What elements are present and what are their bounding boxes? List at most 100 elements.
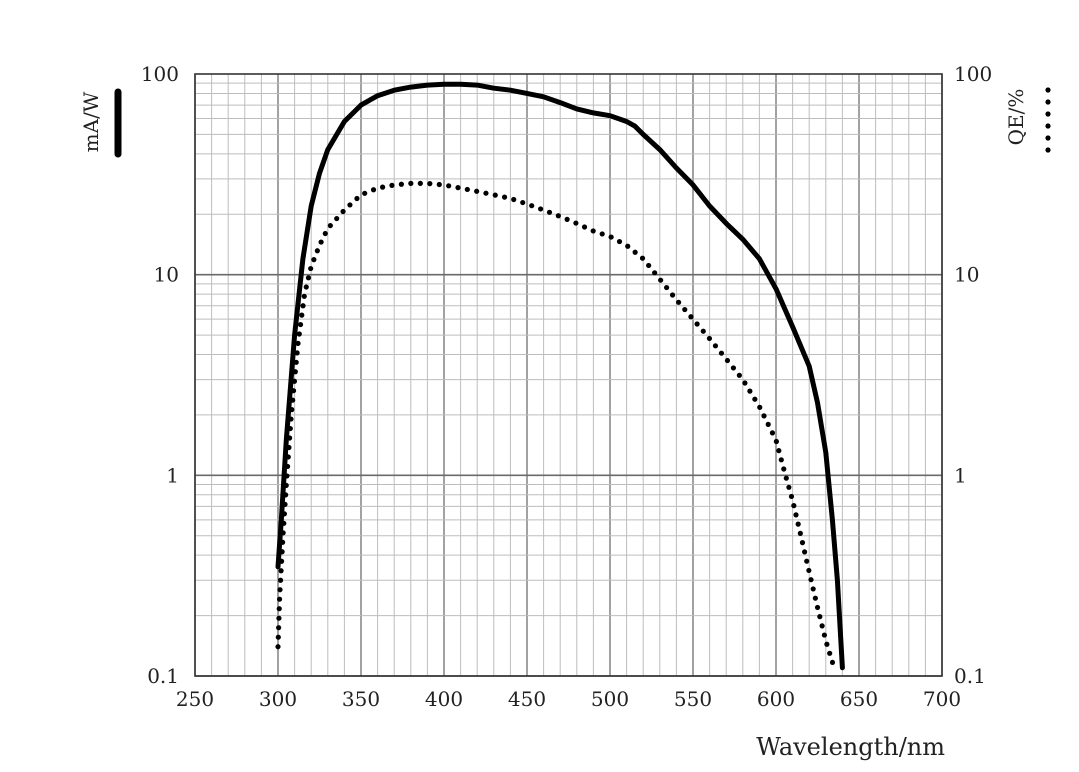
y-axis-left-label: mA/W	[79, 91, 103, 152]
qe-point	[362, 190, 368, 196]
qe-point	[757, 404, 763, 410]
qe-point	[296, 331, 302, 337]
qe-point	[669, 292, 676, 298]
qe-point	[287, 425, 293, 432]
qe-point	[301, 293, 307, 299]
qe-point	[829, 659, 836, 666]
legend-dot	[1045, 135, 1051, 141]
x-tick-label: 250	[176, 687, 214, 711]
qe-point	[761, 413, 767, 419]
qe-point	[652, 270, 658, 276]
qe-point	[788, 493, 795, 500]
qe-point	[555, 213, 561, 219]
y-left-tick-label: 10	[154, 263, 179, 287]
qe-point	[802, 549, 808, 555]
qe-point	[538, 206, 544, 212]
qe-point	[646, 262, 652, 269]
qe-point	[299, 312, 305, 318]
qe-point	[564, 216, 570, 222]
qe-point	[370, 187, 377, 193]
qe-point	[318, 239, 324, 245]
y-left-tick-label: 100	[141, 62, 179, 86]
qe-point	[492, 192, 498, 198]
qe-point	[283, 482, 289, 489]
qe-point	[281, 520, 287, 526]
qe-point	[285, 454, 291, 460]
qe-point	[781, 466, 787, 472]
qe-point	[464, 186, 470, 193]
qe-point	[455, 185, 461, 191]
qe-point	[747, 388, 753, 394]
qe-point	[808, 577, 814, 583]
qe-point	[278, 558, 285, 564]
qe-point	[311, 257, 317, 263]
qe-point	[276, 625, 282, 631]
qe-point	[700, 328, 706, 334]
qe-point	[279, 549, 285, 555]
qe-point	[793, 512, 799, 518]
qe-point	[608, 234, 614, 240]
qe-point	[590, 228, 596, 234]
qe-point	[284, 463, 291, 470]
qe-point	[511, 196, 517, 203]
qe-point	[290, 397, 296, 403]
qe-point	[814, 604, 821, 611]
qe-point	[278, 568, 284, 574]
qe-point	[625, 243, 631, 249]
qe-point	[281, 511, 287, 517]
qe-point	[804, 558, 810, 564]
qe-point	[277, 587, 283, 593]
legend-dot	[1045, 99, 1051, 105]
qe-point	[730, 365, 737, 371]
qe-point	[817, 614, 823, 620]
qe-point	[282, 501, 288, 507]
qe-point	[821, 632, 828, 638]
qe-point	[752, 396, 758, 402]
qe-point	[616, 238, 623, 245]
qe-point	[639, 255, 646, 261]
qe-point	[736, 372, 742, 378]
qe-point	[810, 586, 816, 592]
y-axis-right-label: QE/%	[1004, 89, 1028, 146]
x-tick-label: 550	[674, 687, 712, 711]
y-axis-right-legend-dots	[1045, 87, 1051, 153]
qe-point	[682, 306, 688, 313]
qe-point	[769, 430, 776, 436]
qe-point	[581, 224, 588, 230]
qe-point	[773, 438, 779, 445]
qe-point	[275, 644, 281, 650]
qe-point	[827, 650, 833, 656]
grid	[194, 73, 943, 677]
series-layer	[275, 81, 845, 671]
qe-point	[408, 180, 414, 186]
qe-point	[599, 231, 605, 237]
x-tick-label: 400	[425, 687, 463, 711]
qe-point	[742, 380, 748, 386]
qe-curve	[275, 180, 836, 666]
plot-frame	[194, 73, 943, 677]
x-tick-label: 350	[342, 687, 380, 711]
qe-point	[706, 335, 713, 342]
legend-dot	[1045, 87, 1051, 93]
qe-point	[812, 595, 818, 601]
x-tick-label: 500	[591, 687, 629, 711]
legend-dot	[1045, 111, 1051, 117]
qe-point	[632, 249, 638, 255]
y-left-tick-label: 1	[166, 463, 179, 487]
qe-point	[308, 265, 314, 272]
qe-point	[520, 199, 526, 206]
qe-point	[280, 530, 286, 536]
qe-point	[280, 539, 286, 545]
qe-point	[340, 208, 346, 215]
qe-point	[791, 503, 797, 509]
qe-point	[806, 567, 812, 574]
qe-point	[300, 303, 306, 309]
y-left-tick-label: 0.1	[147, 664, 179, 688]
qe-point	[824, 641, 830, 647]
qe-point	[292, 369, 298, 375]
y-right-tick-label: 10	[954, 263, 979, 287]
x-tick-label: 650	[840, 687, 878, 711]
qe-point	[436, 181, 442, 188]
